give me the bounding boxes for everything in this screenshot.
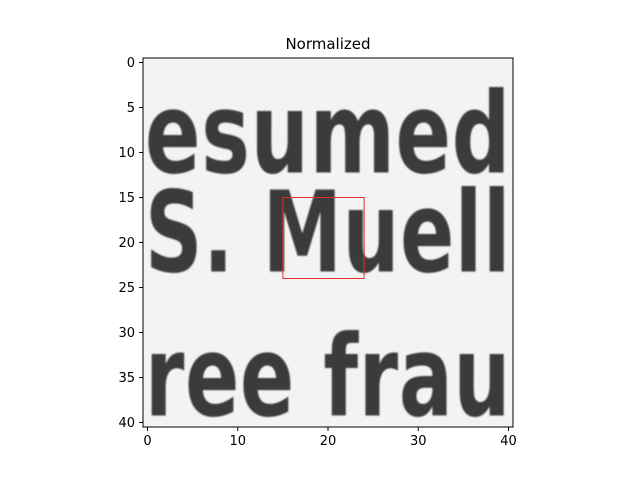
y-tick-label: 25 [118,281,135,296]
y-tick-label: 35 [118,371,135,386]
x-tick-label: 30 [410,434,427,449]
highlight-box [282,197,365,279]
y-tick-label: 15 [118,191,135,206]
y-tick-label: 30 [118,326,135,341]
y-tick-label: 40 [118,416,135,431]
image-text-line: S. Muell [145,167,511,298]
x-tick-label: 10 [229,434,246,449]
image-text-line: ree frau [145,311,511,442]
image-background [143,58,513,427]
y-tick-label: 5 [127,101,135,116]
chart-title: Normalized [285,35,370,53]
x-tick-label: 40 [500,434,517,449]
y-axis-ticks: 0 5 10 15 20 25 30 35 40 [118,56,143,431]
x-axis-ticks: 0 10 20 30 40 [143,427,517,449]
y-tick-label: 0 [127,56,135,71]
x-tick-label: 0 [143,434,151,449]
x-tick-label: 20 [320,434,337,449]
image-text-line: esumed [145,68,511,199]
y-tick-label: 20 [118,236,135,251]
y-tick-label: 10 [118,146,135,161]
